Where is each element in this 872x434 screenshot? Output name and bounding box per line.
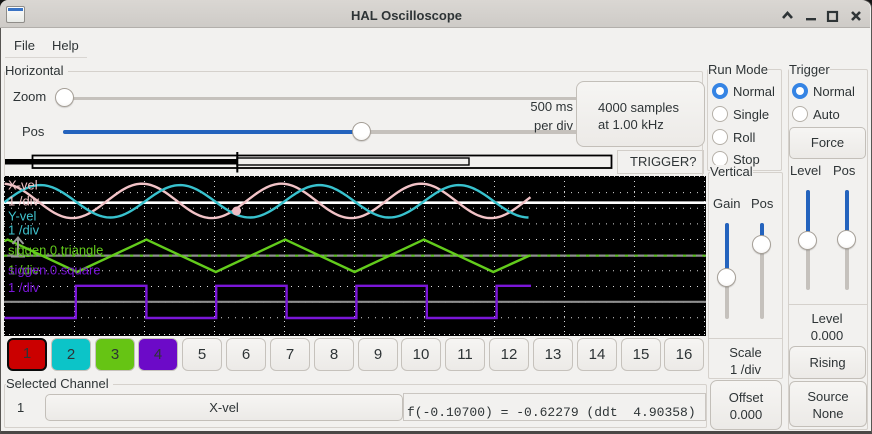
svg-text:X-vel: X-vel [8, 178, 38, 193]
svg-text:1 /div: 1 /div [8, 193, 40, 208]
svg-text:Y-vel: Y-vel [8, 209, 37, 224]
svg-text:siggen.0.square: siggen.0.square [8, 263, 101, 278]
svg-text:1 /div: 1 /div [8, 280, 40, 295]
svg-text:1 /div: 1 /div [8, 223, 40, 238]
svg-text:1 /div: 1 /div [8, 263, 40, 278]
svg-text:siggen.0.triangle: siggen.0.triangle [8, 243, 103, 258]
